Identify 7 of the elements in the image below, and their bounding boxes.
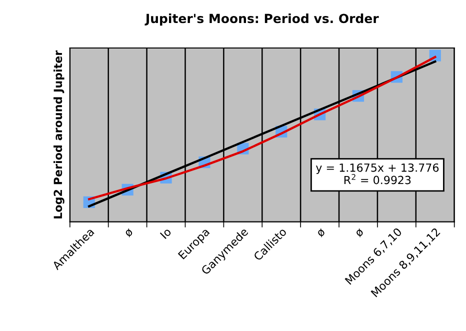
- x-tick-label: ø: [124, 228, 134, 238]
- x-tick-label: Io: [160, 227, 172, 240]
- x-tick-label: ø: [316, 228, 326, 238]
- y-axis-title: Log2 Period around Jupiter: [54, 50, 64, 218]
- annotation: y = 1.1675x + 13.776 R$^{2}$ = 0.9923: [316, 163, 439, 184]
- x-tick-label: ø: [355, 228, 364, 238]
- chart-title: Jupiter's Moons: Period vs. Order: [144, 13, 379, 26]
